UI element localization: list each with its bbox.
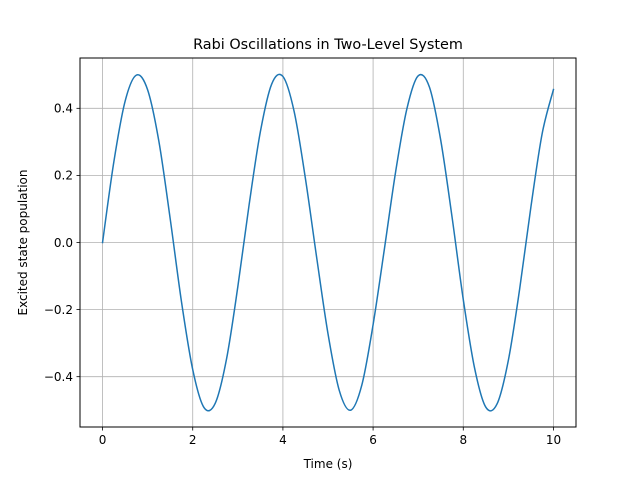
y-tick-label: 0.0 bbox=[54, 236, 73, 250]
x-tick-label: 6 bbox=[369, 433, 377, 447]
y-tick-label: 0.2 bbox=[54, 169, 73, 183]
y-tick-label: 0.4 bbox=[54, 102, 73, 116]
grid bbox=[80, 58, 576, 427]
x-tick-label: 8 bbox=[459, 433, 467, 447]
x-tick-label: 2 bbox=[189, 433, 197, 447]
series-layer bbox=[101, 73, 555, 412]
y-axis-label: Excited state population bbox=[16, 170, 30, 316]
x-tick-label: 10 bbox=[546, 433, 561, 447]
series-line bbox=[101, 73, 555, 412]
x-tick-label: 4 bbox=[279, 433, 287, 447]
y-tick-label: −0.4 bbox=[44, 370, 73, 384]
y-tick-label: −0.2 bbox=[44, 303, 73, 317]
ticks: 0 2 4 6 8 10 −0.4 −0.2 0.0 0.2 0.4 bbox=[44, 102, 561, 447]
x-tick-label: 0 bbox=[99, 433, 107, 447]
chart-title: Rabi Oscillations in Two-Level System bbox=[193, 37, 463, 53]
x-axis-label: Time (s) bbox=[303, 457, 353, 471]
